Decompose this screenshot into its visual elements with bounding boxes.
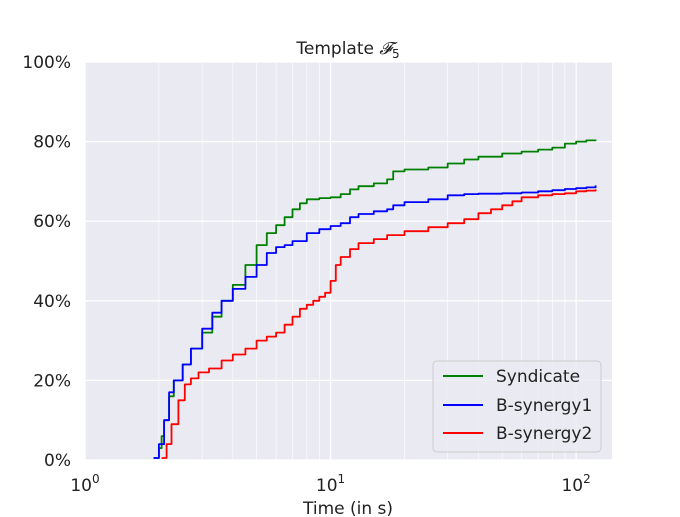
series-line-b-synergy2 (161, 189, 597, 459)
legend-label-b-synergy1: B-synergy1 (496, 396, 592, 416)
x-tick-label: 100 (70, 472, 99, 496)
y-tick-label: 0% (44, 451, 71, 471)
legend-label-syndicate: Syndicate (496, 367, 580, 387)
x-axis-label: Time (in s) (302, 499, 393, 517)
legend-box (432, 360, 602, 453)
y-tick-label: 100% (22, 53, 71, 73)
y-tick-label: 20% (33, 371, 71, 391)
y-tick-label: 40% (33, 292, 71, 312)
chart-title: Template 𝓕5 (295, 39, 399, 61)
x-tick-label: 101 (316, 472, 345, 496)
x-tick-label: 102 (561, 472, 590, 496)
series-lines (153, 139, 597, 459)
y-tick-label: 60% (33, 212, 71, 232)
legend: Syndicate B-synergy1 B-synergy2 (432, 360, 602, 453)
y-tick-label: 80% (33, 133, 71, 153)
legend-label-b-synergy2: B-synergy2 (496, 424, 592, 444)
series-line-b-synergy1 (153, 185, 597, 459)
tick-labels: 0% 20% 40% 60% 80% 100% 100 101 102 (22, 53, 590, 496)
